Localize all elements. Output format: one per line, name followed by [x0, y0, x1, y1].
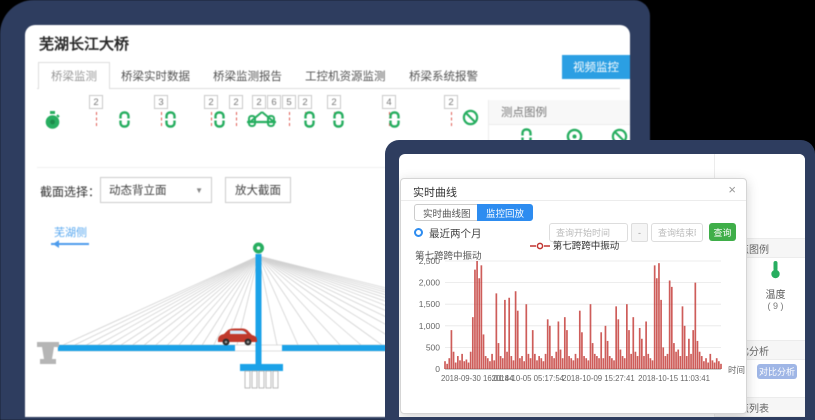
- link-icon: [165, 111, 176, 133]
- legend-label: 第七跨跨中振动: [552, 241, 620, 252]
- bridge-side-label: 芜湖侧: [54, 227, 87, 239]
- temperature-count: ( 9 ): [767, 301, 784, 311]
- secondary-page: 测点图例 温度 ( 9 ) 对比分析 对比分析 测点列表 实时曲线 × 实时曲线…: [399, 154, 805, 417]
- svg-text:500: 500: [426, 342, 440, 352]
- svg-text:1,000: 1,000: [419, 321, 441, 331]
- tab-monitor-report[interactable]: 桥梁监测报告: [213, 70, 282, 83]
- svg-text:2018-10-15 11:03:41: 2018-10-15 11:03:41: [638, 374, 710, 383]
- bridge-pier-left: [37, 342, 59, 364]
- sensor-count-badge: 2: [89, 95, 103, 109]
- compare-analysis-button[interactable]: 对比分析: [757, 364, 797, 379]
- section-select-value: 动态背立面: [109, 185, 167, 197]
- bridge-diagram: [37, 242, 630, 389]
- tab-realtime-curve[interactable]: 实时曲线图: [414, 204, 480, 221]
- tab-system-alarm[interactable]: 桥梁系统报警: [409, 70, 478, 83]
- sensor-dash: [451, 112, 452, 126]
- sensor-count-badge: 2: [444, 95, 458, 109]
- query-button[interactable]: 查询: [709, 223, 736, 241]
- sensor-count-badge: 2: [298, 95, 312, 109]
- chart-y-axis-title: 第七跨跨中振动: [415, 251, 482, 262]
- date-range-separator: -: [631, 223, 648, 242]
- sensor-count-badge: 5: [282, 95, 296, 109]
- enlarge-section-button[interactable]: 放大截面: [225, 177, 291, 203]
- svg-text:0: 0: [435, 364, 440, 374]
- sensor-strip: 2 3 2 2 2 6: [25, 95, 505, 159]
- link-icon: [304, 111, 315, 133]
- link-icon: [214, 111, 225, 133]
- chart-legend[interactable]: 第七跨跨中振动: [401, 238, 748, 252]
- secondary-window: 测点图例 温度 ( 9 ) 对比分析 对比分析 测点列表 实时曲线 × 实时曲线…: [385, 140, 815, 420]
- temperature-item[interactable]: 温度 ( 9 ): [745, 260, 805, 311]
- gantry-icon: [246, 109, 277, 132]
- tab-monitor-playback[interactable]: 监控回放: [477, 204, 534, 221]
- left-arrow-icon: [51, 240, 89, 248]
- modal-title: 实时曲线: [413, 187, 457, 199]
- modal-header: 实时曲线 ×: [401, 179, 746, 201]
- sensor-count-badge: 3: [154, 95, 168, 109]
- sensor-count-badge: 2: [229, 95, 243, 109]
- temperature-label: 温度: [765, 290, 786, 301]
- car: [218, 328, 257, 346]
- query-end-time-input[interactable]: [651, 223, 703, 242]
- link-icon: [333, 111, 344, 133]
- link-icon: [119, 111, 130, 133]
- tab-ipc-resource[interactable]: 工控机资源监测: [305, 70, 386, 83]
- query-start-time-input[interactable]: [549, 223, 628, 242]
- svg-text:2,500: 2,500: [419, 256, 441, 266]
- svg-text:2018-10-09 15:27:41: 2018-10-09 15:27:41: [562, 374, 634, 383]
- sensor-dash: [236, 112, 237, 126]
- sensor-count-badge: 6: [267, 95, 281, 109]
- bridge-deck-left: [58, 345, 235, 351]
- svg-text:时间: 时间: [728, 365, 745, 375]
- tab-bridge-monitor[interactable]: 桥梁监测: [38, 62, 110, 89]
- legend-panel-title: 测点图例: [489, 100, 630, 125]
- sensor-dash: [289, 112, 290, 126]
- sensor-count-badge: 2: [204, 95, 218, 109]
- radio-label: 最近两个月: [429, 228, 482, 240]
- stopwatch-icon: [44, 111, 61, 135]
- link-icon: [389, 111, 400, 133]
- section-select-label: 截面选择：: [40, 185, 101, 199]
- tab-underline: [37, 88, 620, 89]
- bridge-tower: [255, 254, 262, 366]
- chevron-down-icon: ▼: [195, 185, 203, 195]
- close-icon[interactable]: ×: [728, 182, 736, 197]
- thermometer-icon: [771, 261, 780, 279]
- sensor-dash: [161, 112, 162, 126]
- svg-text:2,000: 2,000: [419, 278, 441, 288]
- bridge-foundation: [240, 364, 283, 389]
- radio-last-two-months[interactable]: [414, 228, 423, 237]
- svg-text:1,500: 1,500: [419, 299, 441, 309]
- sensor-dash: [96, 112, 97, 126]
- video-monitor-button[interactable]: 视频监控: [562, 55, 630, 79]
- tab-realtime-data[interactable]: 桥梁实时数据: [121, 70, 190, 83]
- section-select[interactable]: 动态背立面 ▼: [100, 177, 212, 203]
- sensor-dash: [211, 112, 212, 126]
- vibration-chart[interactable]: 0 500 1,000 1,500 2,000 2,500 2018-09-30 16:01…: [409, 245, 745, 395]
- page-title: 芜湖长江大桥: [39, 36, 130, 53]
- svg-text:2018-10-05 05:17:54: 2018-10-05 05:17:54: [492, 374, 565, 383]
- svg-text:2018-09-30 16:01:44: 2018-09-30 16:01:44: [441, 374, 514, 383]
- sensor-count-badge: 2: [327, 95, 341, 109]
- realtime-curve-modal: 实时曲线 × 实时曲线图 监控回放 最近两个月 - 查询 第七跨跨中振动 第七跨…: [400, 178, 747, 414]
- prohibit-icon: [462, 109, 479, 131]
- main-tab-bar: 桥梁监测 桥梁实时数据 桥梁监测报告 工控机资源监测 桥梁系统报警: [25, 62, 630, 89]
- divider: [37, 167, 618, 168]
- legend-marker-icon: [529, 243, 550, 250]
- sensor-count-badge: 4: [382, 95, 396, 109]
- sensor-count-badge: 2: [252, 95, 266, 109]
